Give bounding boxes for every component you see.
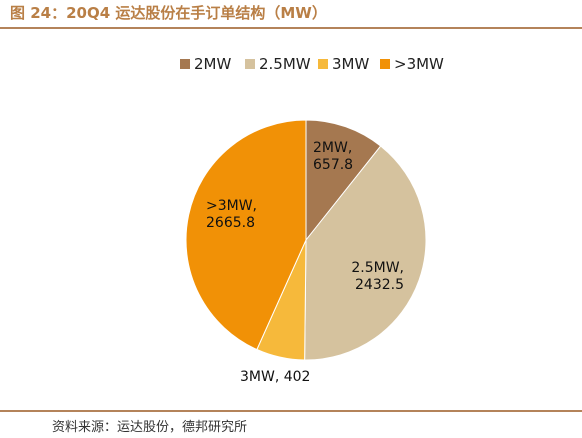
legend-swatch-2-5mw <box>245 59 255 69</box>
top-rule <box>0 27 582 29</box>
legend-label-2mw: 2MW <box>194 55 231 73</box>
legend-label-2-5mw: 2.5MW <box>259 55 311 73</box>
data-label-3mw: 3MW, 402 <box>240 369 310 385</box>
legend-label-3mw: 3MW <box>332 55 369 73</box>
pie-slice-2-5mw <box>304 145 427 361</box>
legend-swatch-2mw <box>180 59 190 69</box>
legend: 2MW 2.5MW 3MW >3MW <box>180 55 444 73</box>
legend-swatch-3mw <box>318 59 328 69</box>
data-labels: 2MW,657.8 2.5MW,2432.5 3MW, 402 >3MW,2665.8 <box>206 140 404 385</box>
data-label-gt3mw-line-1: >3MW, <box>206 198 257 214</box>
data-label-gt3mw-line-2: 2665.8 <box>206 215 255 231</box>
pie-slice-2mw <box>305 119 382 242</box>
pie-chart: 2MW 2.5MW 3MW >3MW 2MW,657.8 2.5MW,2432.5 3MW… <box>180 55 444 385</box>
data-label-2-5mw-line-1: 2.5MW, <box>351 260 404 276</box>
data-label-2mw-line-2: 657.8 <box>313 157 353 173</box>
legend-label-gt3mw: >3MW <box>394 55 444 73</box>
data-label-2mw-line-1: 2MW, <box>313 140 352 156</box>
data-label-2-5mw-line-2: 2432.5 <box>355 277 404 293</box>
pie-slices <box>185 119 427 361</box>
figure-title: 图 24：20Q4 运达股份在手订单结构（MW） <box>10 4 327 22</box>
pie-slice-gt3mw <box>185 119 307 351</box>
source-note: 资料来源：运达股份，德邦研究所 <box>52 420 248 435</box>
legend-swatch-gt3mw <box>380 59 390 69</box>
bottom-rule <box>0 410 582 412</box>
